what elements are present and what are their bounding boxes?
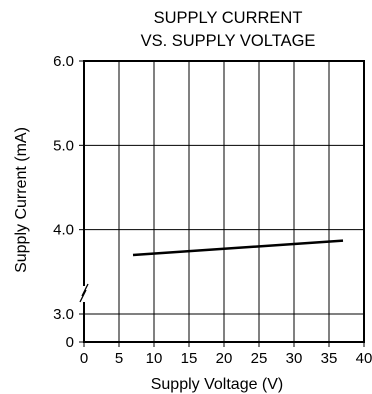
series-layer [132, 239, 344, 257]
y-axis-label: Supply Current (mA) [13, 127, 30, 273]
plot-area [79, 60, 365, 343]
x-axis-label: Supply Voltage (V) [151, 376, 284, 393]
x-tick-label: 20 [216, 350, 233, 367]
y-tick-label: 5.0 [53, 137, 74, 154]
y-tick-label: 3.0 [53, 306, 74, 323]
x-tick-label: 30 [286, 350, 303, 367]
x-tick-label: 40 [356, 350, 372, 367]
axis-break-mark-upper [81, 283, 89, 297]
chart-title-line-1: SUPPLY CURRENT [154, 9, 303, 27]
chart-title-line-2: VS. SUPPLY VOLTAGE [141, 32, 316, 50]
x-tick-label: 10 [146, 350, 163, 367]
x-tick-label: 25 [251, 350, 268, 367]
y-tick-label: 4.0 [53, 222, 74, 239]
x-tick-label: 0 [80, 350, 88, 367]
y-tick-label: 6.0 [53, 53, 74, 70]
y-tick-label: 0 [66, 334, 74, 351]
axis-break-mark-lower [79, 289, 87, 303]
x-axis-ticks: 0 5 10 15 20 25 30 35 40 [80, 342, 372, 367]
y-axis-ticks: 0 3.0 4.0 5.0 6.0 [53, 53, 84, 351]
x-tick-label: 35 [321, 350, 338, 367]
x-tick-label: 15 [181, 350, 198, 367]
x-tick-label: 5 [115, 350, 123, 367]
grid [84, 61, 364, 342]
series-line [132, 239, 344, 257]
